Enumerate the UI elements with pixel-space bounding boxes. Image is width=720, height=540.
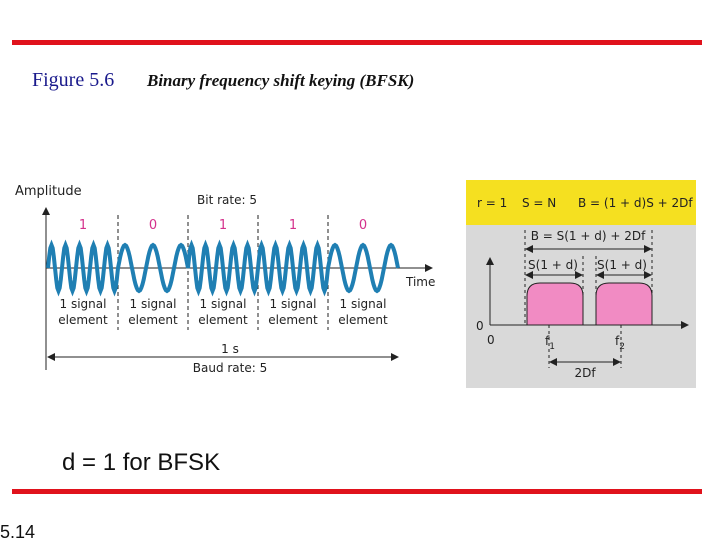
bit-rate: Bit rate: 5 bbox=[197, 193, 257, 207]
element-label-line: element bbox=[128, 313, 178, 327]
element-label-line: element bbox=[338, 313, 388, 327]
bottom-rule bbox=[12, 489, 702, 494]
top-rule bbox=[12, 40, 702, 45]
element-label-line: 1 signal bbox=[340, 297, 387, 311]
figure-label: Figure 5.6 bbox=[32, 69, 114, 91]
header-text: B = (1 + d)S + 2Df bbox=[578, 196, 693, 210]
page-number: 5.14 bbox=[0, 522, 35, 540]
time-diagram: Amplitude Bit rate: 5 Time 1 s Baud rate… bbox=[15, 184, 435, 375]
element-label: 1 signal element bbox=[268, 297, 318, 327]
duration: 1 s bbox=[221, 342, 239, 356]
bit-label: 0 bbox=[149, 218, 157, 233]
bit-label: 0 bbox=[359, 218, 367, 233]
y-zero: 0 bbox=[476, 319, 484, 333]
element-label-line: element bbox=[58, 313, 108, 327]
band-label: S(1 + d) bbox=[597, 258, 647, 272]
frequency-label: f2 bbox=[615, 334, 625, 352]
element-label: 1 signal element bbox=[338, 297, 388, 327]
x-axis-label: Time bbox=[405, 275, 435, 289]
header-text: r = 1 bbox=[477, 196, 507, 210]
element-label: 1 signal element bbox=[198, 297, 248, 327]
panel-header bbox=[466, 180, 696, 225]
element-label-line: 1 signal bbox=[130, 297, 177, 311]
element-label-line: element bbox=[198, 313, 248, 327]
element-label-line: 1 signal bbox=[60, 297, 107, 311]
element-label-line: 1 signal bbox=[200, 297, 247, 311]
bit-label: 1 bbox=[219, 218, 227, 233]
baud-rate: Baud rate: 5 bbox=[193, 361, 268, 375]
separation-label: 2Df bbox=[574, 366, 596, 380]
bit-label: 1 bbox=[289, 218, 297, 233]
bandwidth-label: B = S(1 + d) + 2Df bbox=[531, 229, 646, 243]
frequency-label: f1 bbox=[545, 334, 555, 352]
y-axis-label: Amplitude bbox=[15, 184, 82, 199]
element-label: 1 signal element bbox=[128, 297, 178, 327]
band bbox=[526, 282, 584, 326]
element-label-line: element bbox=[268, 313, 318, 327]
spectrum-diagram: r = 1 S = N B = (1 + d)S + 2Df B = S(1 +… bbox=[466, 180, 696, 388]
band-label: S(1 + d) bbox=[528, 258, 578, 272]
signal-wave bbox=[46, 239, 400, 297]
figure-title: Binary frequency shift keying (BFSK) bbox=[146, 71, 414, 90]
bit-label: 1 bbox=[79, 218, 87, 233]
note: d = 1 for BFSK bbox=[62, 449, 220, 476]
element-label-line: 1 signal bbox=[270, 297, 317, 311]
band bbox=[595, 282, 653, 326]
header-text: S = N bbox=[522, 196, 556, 210]
element-label: 1 signal element bbox=[58, 297, 108, 327]
x-zero: 0 bbox=[487, 333, 495, 347]
